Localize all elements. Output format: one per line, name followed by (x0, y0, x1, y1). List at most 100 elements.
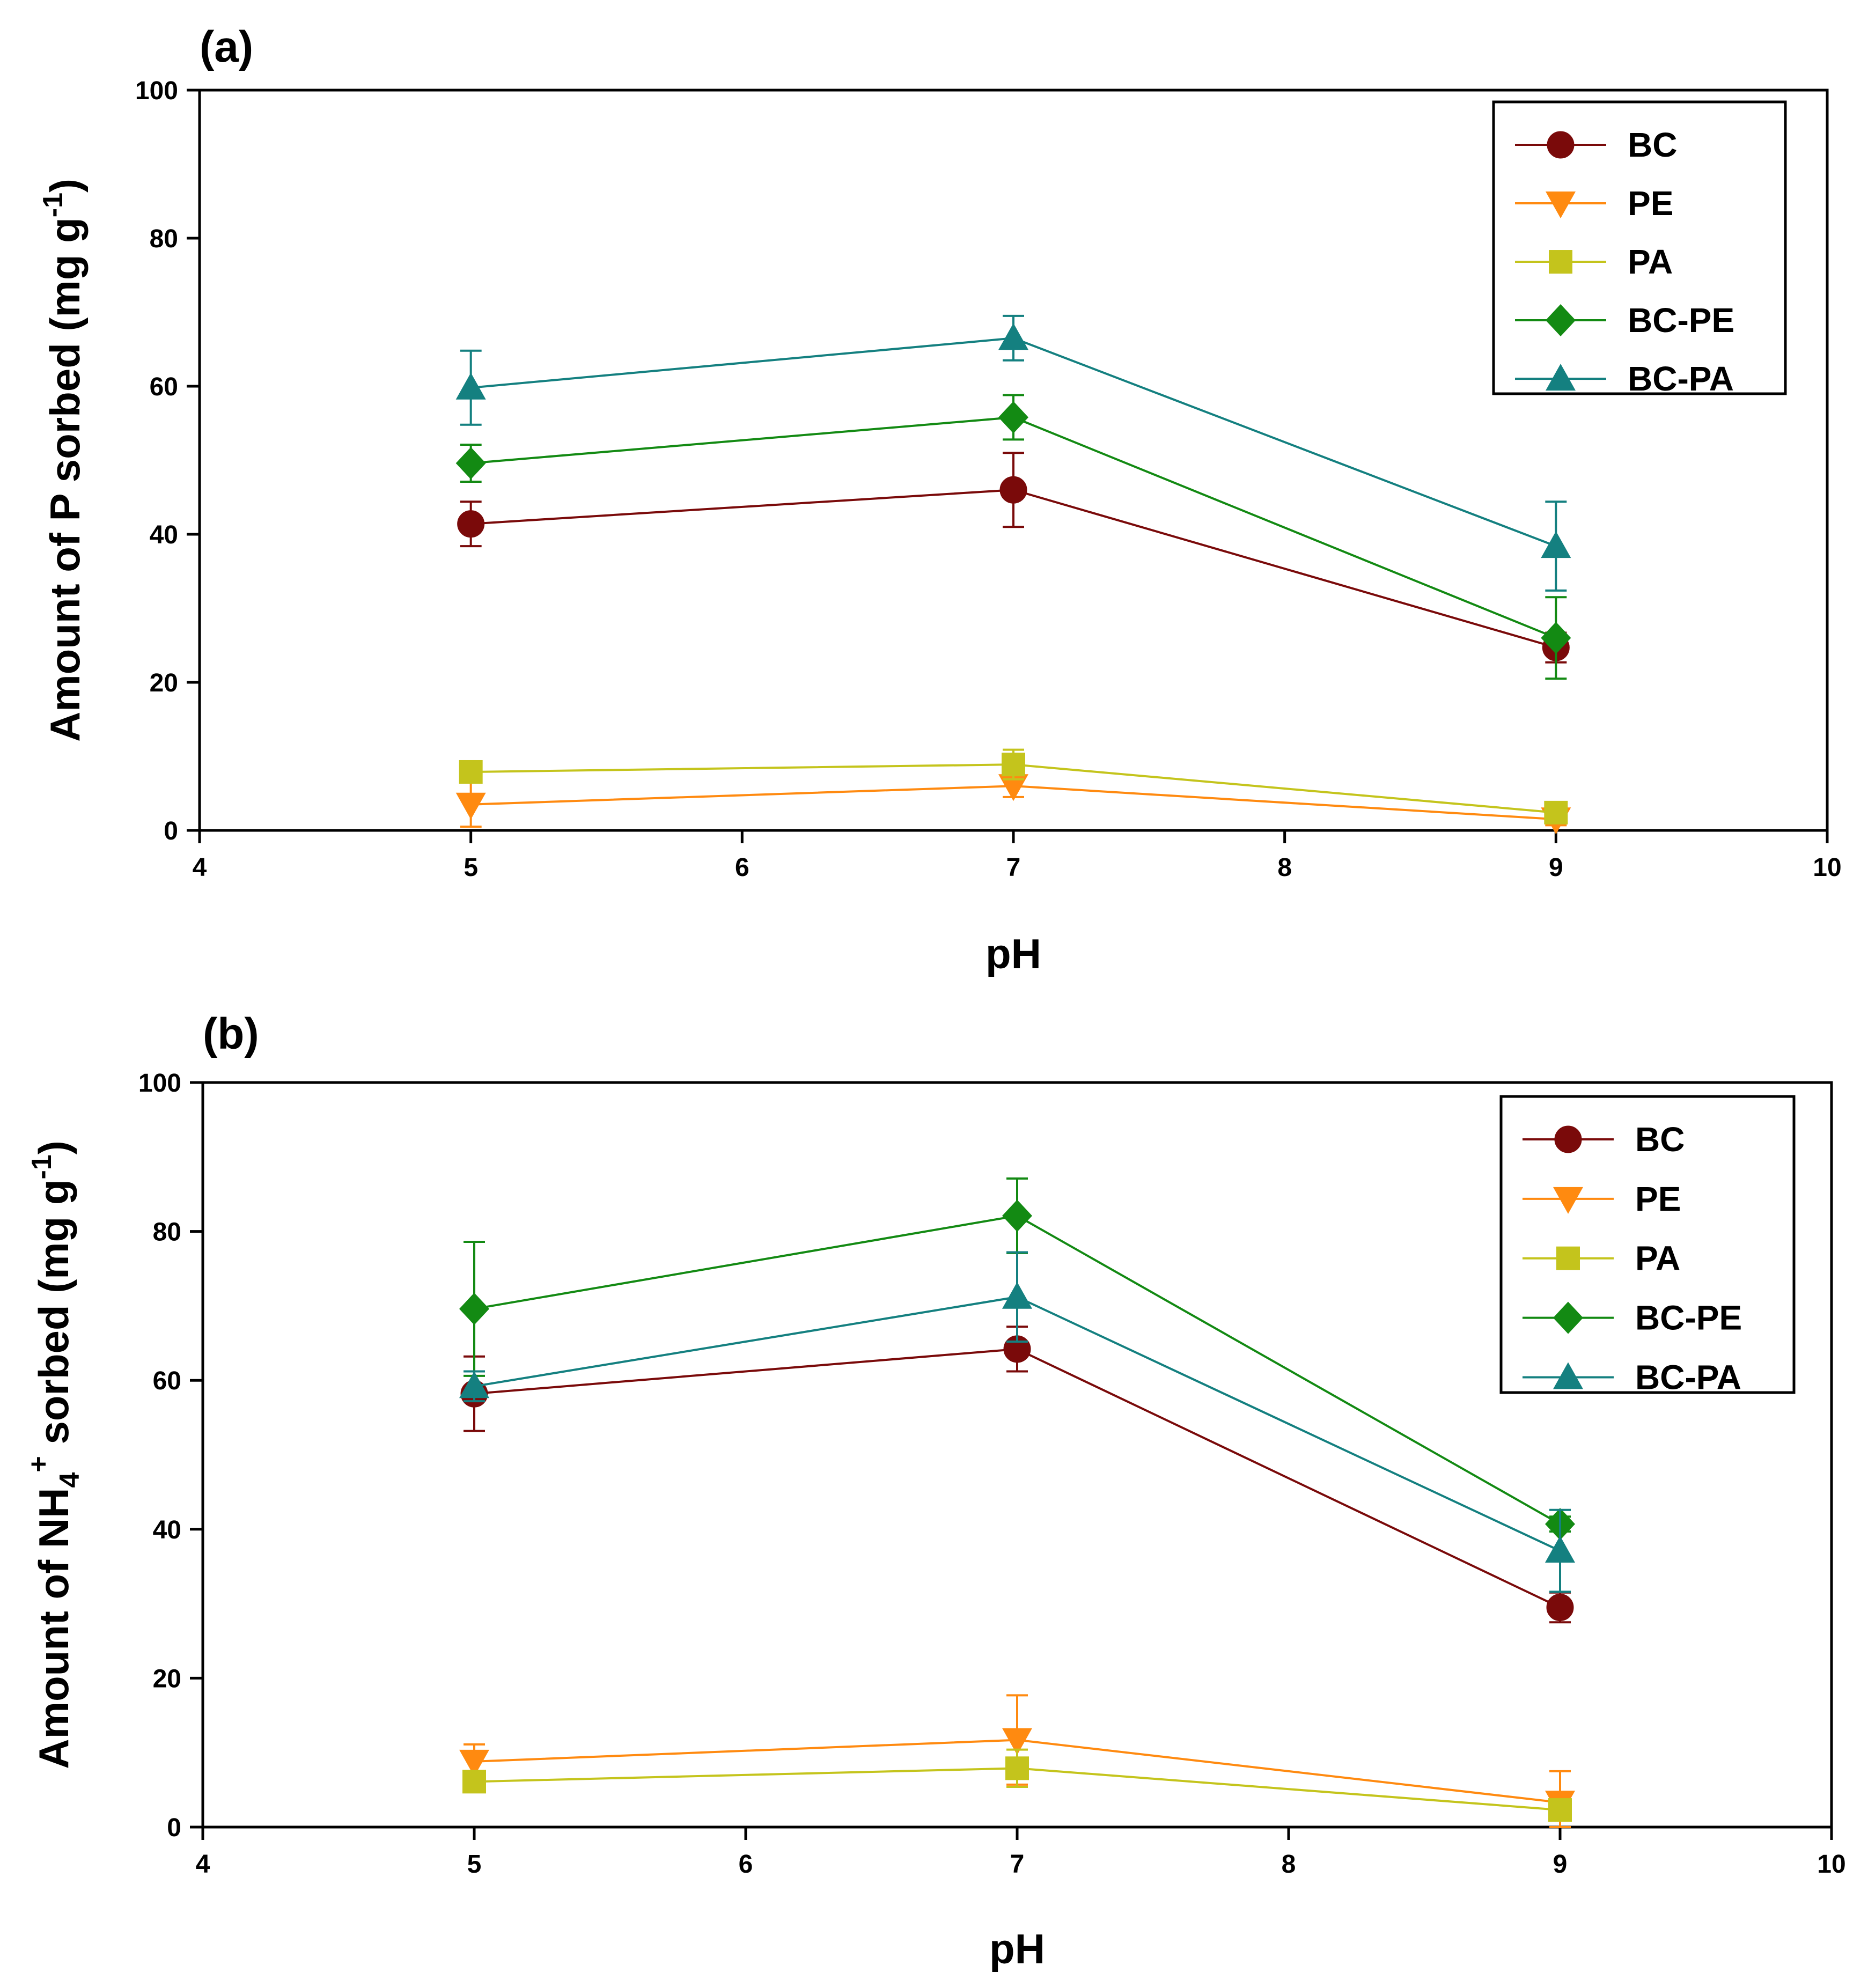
legend-item-pa: PA (1523, 1239, 1680, 1278)
y-tick-label: 100 (135, 77, 178, 105)
legend-item-bc-pa: BC-PA (1523, 1358, 1741, 1396)
x-tick-label: 8 (1282, 1850, 1296, 1879)
x-axis-title: pH (986, 930, 1041, 977)
x-tick-label: 10 (1817, 1850, 1845, 1879)
series-bc (460, 1326, 1574, 1624)
legend-label: BC-PE (1635, 1299, 1742, 1337)
x-tick-label: 4 (196, 1850, 210, 1879)
legend-marker (1553, 1301, 1583, 1334)
y-tick-label: 20 (150, 669, 178, 697)
series-bc-pa (459, 1251, 1575, 1593)
legend-label: BC-PA (1635, 1358, 1741, 1396)
data-point (455, 792, 486, 820)
y-title-sup: + (23, 1456, 54, 1472)
x-tick-label: 8 (1277, 853, 1292, 882)
x-tick-label: 9 (1553, 1850, 1568, 1879)
data-point (459, 1749, 489, 1777)
legend-item-bc: BC (1515, 126, 1677, 164)
panel-label: (b) (203, 1010, 259, 1058)
x-tick-label: 5 (464, 853, 478, 882)
y-tick-label: 80 (153, 1218, 181, 1247)
x-tick-label: 6 (735, 853, 749, 882)
data-point (998, 401, 1028, 433)
series-bc-pe (459, 1177, 1575, 1541)
y-tick-label: 100 (138, 1069, 181, 1098)
y-axis-title: Amount of NH4+ sorbed (mg g-1) (23, 1140, 85, 1769)
series-bc-pa (455, 314, 1571, 592)
y-tick-label: 20 (153, 1665, 181, 1693)
data-point (1544, 800, 1568, 824)
x-tick-label: 4 (193, 853, 207, 882)
data-point (459, 1292, 489, 1325)
legend-marker (1547, 131, 1575, 159)
series-bc (457, 452, 1570, 664)
y-tick-label: 40 (150, 521, 178, 549)
series-line (474, 1348, 1561, 1609)
data-point (455, 447, 486, 480)
legend-marker (1546, 364, 1576, 391)
legend-label: BC-PE (1628, 301, 1734, 340)
legend-item-pe: PE (1523, 1180, 1681, 1218)
legend-box (1492, 100, 1787, 395)
legend-label: PA (1635, 1239, 1680, 1278)
data-point (1005, 1756, 1029, 1780)
data-point (1002, 1199, 1032, 1232)
legend-item-pa: PA (1515, 242, 1673, 281)
data-point (459, 1371, 489, 1398)
y-axis-title: Amount of P sorbed (mg g-1) (38, 179, 89, 742)
data-point (998, 774, 1028, 801)
data-point (1002, 1282, 1032, 1309)
series-pe (455, 774, 1571, 835)
data-point (1002, 753, 1025, 777)
y-title-sup: -1 (38, 193, 69, 217)
y-title-tail: sorbed (mg g (30, 1180, 77, 1456)
x-tick-label: 9 (1549, 853, 1563, 882)
y-title-main: Amount of P sorbed (mg g (41, 217, 89, 742)
legend-marker (1553, 1187, 1583, 1214)
legend-item-bc-pa: BC-PA (1515, 359, 1734, 398)
legend-label: PE (1635, 1180, 1681, 1218)
legend: BC PE PA BC-PE BC-PA (1492, 100, 1787, 398)
y-title-main: Amount of NH (30, 1488, 77, 1769)
data-point (1546, 1594, 1574, 1622)
y-tick-label: 80 (150, 225, 178, 253)
series-bc-pe (455, 394, 1571, 680)
data-point (459, 760, 483, 784)
legend-marker (1556, 1246, 1580, 1270)
legend-item-pe: PE (1515, 184, 1673, 223)
data-point (1002, 1728, 1032, 1755)
legend-marker (1546, 192, 1576, 219)
data-point (1545, 1536, 1575, 1563)
legend-item-bc-pe: BC-PE (1515, 301, 1734, 340)
y-tick-label: 0 (164, 817, 178, 845)
data-point (998, 323, 1028, 350)
legend-label: PE (1628, 184, 1673, 223)
legend-label: BC-PA (1628, 359, 1734, 398)
data-point (462, 1770, 486, 1794)
x-tick-label: 10 (1813, 853, 1841, 882)
y-title-tail2: ) (30, 1140, 77, 1154)
data-point (1541, 531, 1571, 558)
legend-item-bc-pe: BC-PE (1523, 1299, 1742, 1337)
y-tick-label: 0 (167, 1814, 181, 1842)
x-tick-label: 7 (1010, 1850, 1025, 1879)
legend-label: PA (1628, 242, 1673, 281)
panel-label: (a) (200, 23, 253, 71)
series-pa (462, 1748, 1572, 1822)
legend-item-bc: BC (1523, 1120, 1685, 1159)
y-title-sub: 4 (54, 1472, 85, 1488)
x-tick-label: 7 (1006, 853, 1021, 882)
y-title-tail: ) (41, 179, 89, 193)
y-tick-label: 60 (150, 373, 178, 401)
y-tick-label: 40 (153, 1516, 181, 1544)
y-title-sup2: -1 (26, 1154, 57, 1179)
data-point (1548, 1798, 1572, 1822)
legend-marker (1546, 304, 1576, 337)
x-axis-title: pH (989, 1925, 1045, 1972)
legend-marker (1554, 1125, 1582, 1153)
data-point (455, 372, 486, 400)
x-tick-label: 6 (739, 1850, 753, 1879)
